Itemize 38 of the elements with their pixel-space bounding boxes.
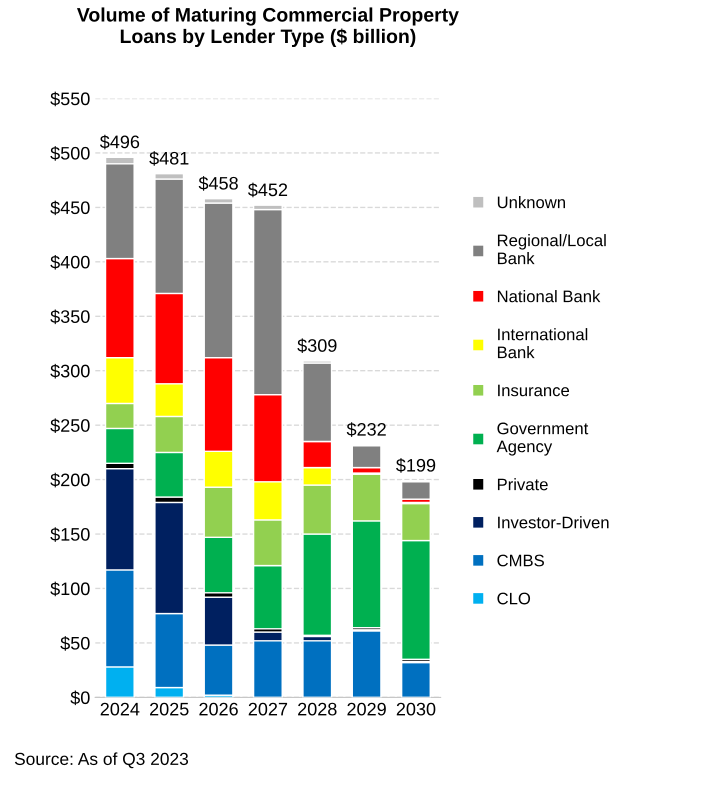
chart-title: Volume of Maturing Commercial Property Loans by Lender Type ($ billion) [76,7,459,47]
y-tick-label: $400 [50,255,90,270]
x-tick-label: 2025 [150,702,189,716]
x-tick-label: 2026 [199,702,238,716]
x-tick-label: 2029 [347,702,386,716]
y-tick-label: $450 [50,200,90,216]
legend-label: CMBS [497,554,544,566]
total-label: $481 [149,151,188,166]
y-tick-label: $500 [50,146,90,161]
y-tick-label: $150 [50,527,90,542]
x-tick-label: 2030 [396,702,436,716]
legend-label: Private [498,478,548,490]
x-tick-label: 2027 [248,702,288,716]
legend-label: Regional/Local Bank [498,234,606,264]
total-label: $232 [346,422,386,437]
legend-label: Government Agency [496,422,588,456]
y-tick-label: $0 [70,690,90,706]
y-tick-label: $350 [50,309,90,324]
legend-label: Unknown [498,196,565,208]
source-note: Source: As of Q3 2023 [14,752,188,768]
total-label: $458 [198,176,238,191]
x-tick-label: 2028 [298,702,337,716]
y-tick-label: $200 [50,472,90,488]
x-tick-label: 2024 [100,702,140,716]
legend-label: National Bank [498,290,600,302]
total-label: $452 [248,182,288,198]
total-label: $496 [100,134,140,150]
y-tick-label: $50 [60,636,90,651]
total-label: $199 [396,458,436,473]
legend-label: International Bank [498,328,588,358]
y-tick-label: $250 [50,418,90,433]
y-tick-label: $550 [50,92,90,106]
legend-label: Insurance [498,384,570,396]
legend-label: Investor-Driven [498,516,608,528]
y-tick-label: $100 [50,582,90,596]
y-tick-label: $300 [50,364,90,379]
total-label: $309 [297,338,336,353]
legend-label: CLO [497,592,530,604]
